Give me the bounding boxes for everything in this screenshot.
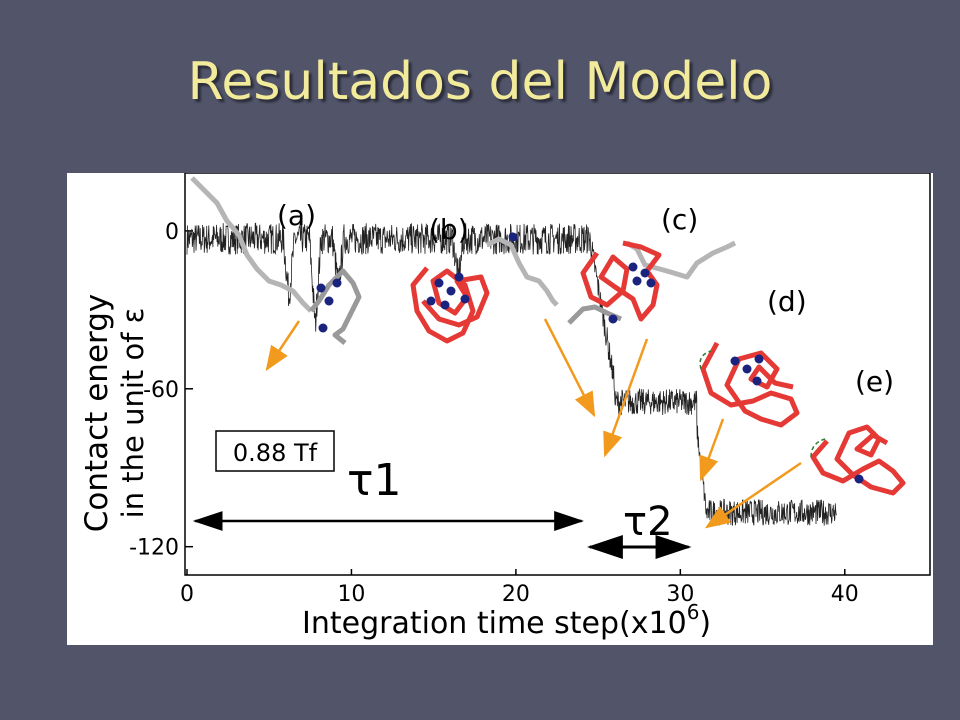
pointer-arrow-d <box>699 418 725 482</box>
pointer-arrow-c2 <box>603 338 649 458</box>
energy-chart: Contact energy in the unit of ε Integrat… <box>67 172 933 645</box>
structure-a-chain <box>190 176 313 313</box>
y-tick-label: 0 <box>165 220 179 245</box>
tau1-label: τ1 <box>347 455 401 506</box>
chart-svg: Contact energy in the unit of ε Integrat… <box>79 172 931 641</box>
x-axis-label-exponent: 6 <box>687 600 700 624</box>
structure-e-core <box>810 424 906 496</box>
structure-d-bead <box>752 376 762 386</box>
y-axis-label-line1: Contact energy <box>79 294 115 532</box>
structure-d-label: (d) <box>767 285 807 318</box>
plot-frame <box>184 172 931 576</box>
structure-d-core <box>700 341 800 428</box>
structure-b-core <box>410 266 490 344</box>
structure-b-bead <box>440 300 450 310</box>
x-axis-label-close: ) <box>699 606 711 641</box>
structure-c-bead <box>646 278 656 288</box>
structure-d-bead <box>754 354 764 364</box>
pointer-arrows <box>265 318 802 529</box>
temperature-label: 0.88 Tf <box>233 439 318 467</box>
structure-c-bead <box>608 314 618 324</box>
axis-ticks: 0 10 20 30 40 0 -60 -120 <box>129 220 859 607</box>
structure-b-bead <box>434 278 444 288</box>
structure-c-label: (c) <box>661 203 698 236</box>
pointer-arrow-c1 <box>543 318 596 418</box>
pointer-arrow-e <box>704 461 802 529</box>
structure-b-bead <box>426 296 436 306</box>
tau-arrows <box>192 511 692 559</box>
structure-b-label: (b) <box>429 213 469 246</box>
structure-e: (e) <box>810 365 906 496</box>
structure-c-bead <box>640 268 650 278</box>
structure-c-bead <box>628 262 638 272</box>
structure-d-contact <box>699 350 712 370</box>
structure-a-bead <box>332 278 342 288</box>
energy-trace <box>186 222 837 526</box>
x-tick-label: 10 <box>337 582 365 607</box>
structure-a: (a) <box>190 176 362 345</box>
structure-b-bead <box>446 286 456 296</box>
structure-d-bead <box>742 364 752 374</box>
structure-d: (d) <box>699 285 807 428</box>
x-tick-label: 30 <box>666 582 694 607</box>
structure-a-bead <box>316 283 326 293</box>
structure-a-label: (a) <box>277 199 316 232</box>
structure-b-bead <box>454 272 464 282</box>
structure-e-label: (e) <box>855 365 894 398</box>
y-axis-label-line2: in the unit of ε <box>116 308 150 519</box>
structure-b-bead <box>460 294 470 304</box>
structure-c-core <box>580 240 662 322</box>
y-tick-label: -60 <box>143 378 179 403</box>
x-tick-label: 20 <box>502 582 530 607</box>
structure-c: (c) <box>567 203 737 325</box>
x-tick-label: 0 <box>180 582 194 607</box>
tau2-label: τ2 <box>623 499 673 545</box>
x-axis-label-main: Integration time step(x10 <box>302 606 687 641</box>
structure-b: (b) <box>410 213 559 344</box>
structure-d-bead <box>730 356 740 366</box>
x-tick-label: 40 <box>831 582 859 607</box>
structure-c-chain <box>625 240 737 280</box>
structure-e-bead <box>854 474 864 484</box>
slide-title: Resultados del Modelo <box>187 52 773 112</box>
y-tick-label: -120 <box>129 536 179 561</box>
structure-b-bead <box>508 232 518 242</box>
structure-a-core <box>309 268 362 345</box>
temperature-box <box>215 430 335 472</box>
structure-c-bead <box>632 276 642 286</box>
structure-b-chain <box>485 236 559 307</box>
x-axis-label: Integration time step(x106) <box>302 600 711 641</box>
structure-a-bead <box>318 323 328 333</box>
structure-a-bead <box>324 296 334 306</box>
structure-e-contact <box>810 438 826 458</box>
pointer-arrow-a <box>265 320 301 372</box>
